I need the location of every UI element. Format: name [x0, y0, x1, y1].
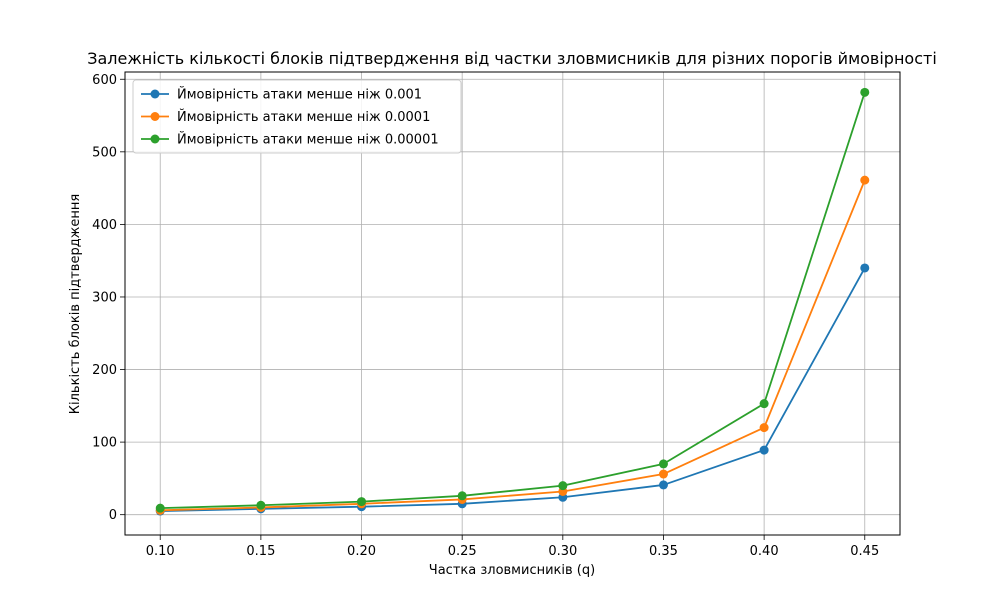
plot-area-border	[124, 71, 901, 536]
data-point	[256, 500, 266, 510]
series-1	[155, 263, 870, 516]
data-point	[860, 263, 870, 273]
x-tick-label: 0.40	[750, 544, 779, 559]
x-tick-label: 0.35	[649, 544, 678, 559]
data-point	[860, 87, 870, 97]
legend-marker	[150, 89, 160, 99]
data-point	[759, 445, 769, 455]
data-point	[658, 459, 668, 469]
data-point	[357, 497, 367, 507]
data-point	[457, 491, 467, 501]
x-tick-label: 0.25	[448, 544, 477, 559]
x-tick-label: 0.30	[548, 544, 577, 559]
x-axis: 0.10 0.15 0.20 0.25 0.30 0.35 0.40 0.45	[146, 535, 879, 559]
x-tick-label: 0.10	[146, 544, 175, 559]
data-point	[860, 175, 870, 185]
series-line	[160, 92, 866, 510]
data-point	[558, 481, 568, 491]
y-tick-label: 600	[92, 73, 117, 88]
x-tick-label: 0.15	[246, 544, 275, 559]
legend-box	[132, 79, 462, 154]
y-tick-label: 200	[92, 363, 117, 378]
legend: Ймовірність атаки менше ніж 0.001 Ймовірн…	[132, 79, 462, 154]
legend-item: Ймовірність атаки менше ніж 0.00001	[141, 132, 439, 148]
legend-label: Ймовірність атаки менше ніж 0.00001	[177, 132, 439, 148]
grid-lines	[125, 72, 900, 535]
legend-item: Ймовірність атаки менше ніж 0.001	[141, 87, 422, 103]
y-tick-label: 100	[92, 436, 117, 451]
series-2	[155, 175, 870, 515]
y-tick-label: 400	[92, 218, 117, 233]
data-point	[658, 469, 668, 479]
data-point	[759, 399, 769, 409]
y-axis: 0 100 200 300 400 500 600	[92, 73, 125, 523]
series-line	[160, 267, 866, 512]
legend-item: Ймовірність атаки менше ніж 0.0001	[141, 109, 430, 125]
data-point	[759, 423, 769, 433]
y-tick-label: 500	[92, 145, 117, 160]
series-line	[160, 179, 866, 512]
legend-label: Ймовірність атаки менше ніж 0.001	[177, 87, 422, 103]
x-tick-label: 0.20	[347, 544, 376, 559]
data-point	[155, 503, 165, 513]
y-axis-label: Кількість блоків підтвердження	[68, 194, 83, 414]
chart-title: Залежність кількості блоків підтвердженн…	[87, 49, 937, 68]
legend-marker	[150, 134, 160, 144]
data-point	[658, 480, 668, 490]
series-3	[155, 87, 870, 513]
x-tick-label: 0.45	[850, 544, 879, 559]
legend-marker	[150, 112, 160, 121]
legend-label: Ймовірність атаки менше ніж 0.0001	[177, 109, 430, 125]
y-tick-label: 300	[92, 290, 117, 305]
y-tick-label: 0	[109, 508, 117, 523]
x-axis-label: Частка зловмисників (q)	[429, 563, 595, 578]
series-layer	[155, 87, 870, 516]
